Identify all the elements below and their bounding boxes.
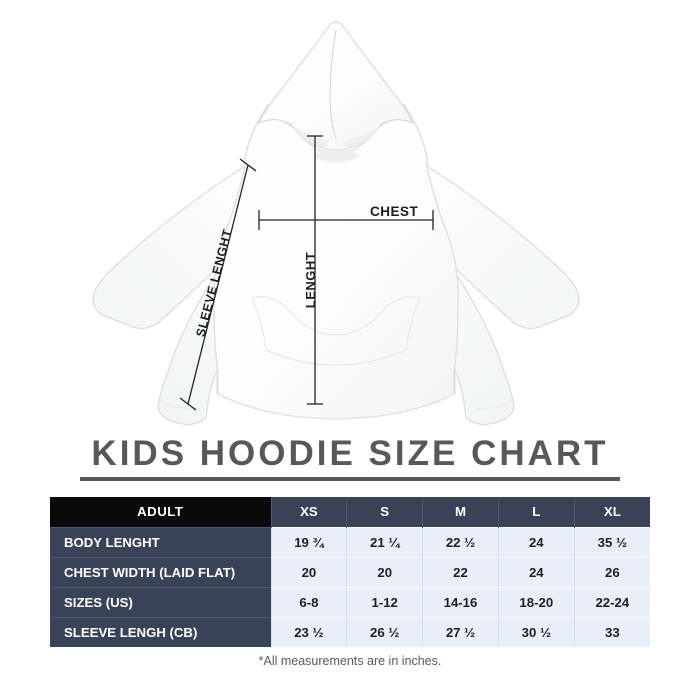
svg-text:CHEST: CHEST (370, 204, 419, 219)
svg-text:LENGHT: LENGHT (303, 252, 318, 308)
